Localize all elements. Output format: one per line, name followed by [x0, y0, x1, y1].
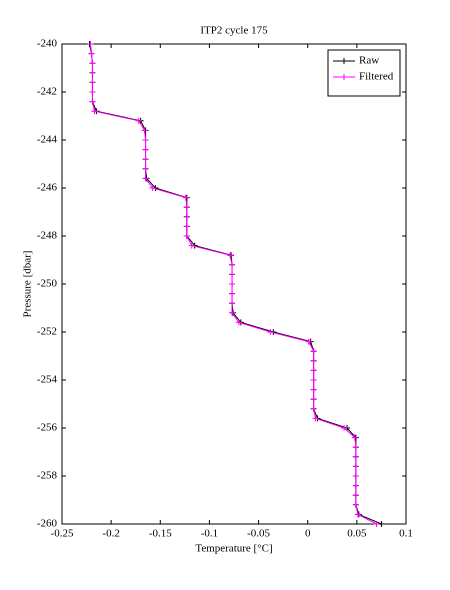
marker [182, 194, 189, 201]
legend-box [327, 49, 401, 97]
marker [352, 444, 359, 451]
marker [310, 405, 317, 412]
marker [229, 281, 236, 287]
marker [142, 175, 149, 182]
marker [354, 511, 361, 518]
marker [305, 338, 312, 345]
marker [229, 271, 236, 278]
marker [89, 89, 96, 95]
legend-label: Raw [359, 55, 379, 67]
chart-title: ITP2 cycle 175 [200, 25, 268, 37]
marker [88, 50, 95, 57]
marker [310, 386, 317, 393]
marker [227, 252, 234, 259]
marker [89, 79, 96, 86]
x-tick-label: 0.1 [399, 528, 413, 540]
marker [235, 319, 242, 326]
x-tick-label: -0.2 [102, 528, 119, 540]
marker [183, 223, 190, 230]
marker [183, 233, 190, 239]
marker [352, 453, 359, 460]
y-tick-label: -252 [37, 326, 57, 338]
x-tick-label: 0.05 [347, 528, 367, 540]
x-tick-label: 0 [305, 528, 311, 540]
y-tick-label: -258 [37, 470, 58, 482]
marker [352, 463, 359, 470]
marker [351, 434, 358, 441]
marker [183, 213, 190, 220]
x-tick-label: -0.25 [51, 528, 74, 540]
y-tick-label: -260 [37, 518, 58, 530]
y-tick-label: -244 [37, 134, 58, 146]
marker [87, 41, 94, 47]
marker [352, 482, 359, 489]
marker [310, 377, 317, 383]
marker [229, 290, 236, 297]
marker [142, 156, 149, 163]
marker [267, 329, 274, 335]
marker [183, 204, 190, 211]
marker [89, 60, 96, 67]
marker [310, 367, 317, 374]
marker [229, 309, 236, 316]
y-tick-label: -246 [37, 182, 58, 194]
legend-marker [341, 74, 347, 80]
marker [89, 98, 96, 105]
marker [310, 396, 317, 403]
x-tick-label: -0.05 [247, 528, 270, 540]
y-tick-label: -250 [37, 278, 58, 290]
y-tick-label: -254 [37, 374, 58, 386]
y-tick-label: -240 [37, 38, 58, 50]
x-axis-label: Temperature [°C] [195, 543, 272, 555]
marker [312, 415, 319, 422]
series-line [89, 43, 382, 525]
marker [229, 300, 236, 307]
marker [91, 108, 98, 115]
marker [135, 117, 142, 124]
legend-label: Filtered [359, 71, 394, 83]
y-tick-label: -256 [37, 422, 58, 434]
marker [229, 261, 236, 268]
marker [89, 69, 96, 76]
marker [149, 185, 156, 191]
marker [352, 492, 359, 499]
marker [142, 165, 149, 172]
marker [352, 473, 359, 479]
x-tick-label: -0.15 [149, 528, 172, 540]
marker [188, 242, 195, 249]
marker [352, 501, 359, 508]
y-tick-label: -242 [37, 86, 57, 98]
x-tick-label: -0.1 [201, 528, 218, 540]
marker [141, 127, 148, 134]
marker [341, 425, 348, 431]
marker [310, 348, 317, 355]
marker [310, 357, 317, 364]
marker [142, 146, 149, 153]
y-axis-label: Pressure [dbar] [22, 251, 34, 318]
legend-marker [341, 58, 347, 64]
y-tick-label: -248 [37, 230, 58, 242]
marker [373, 521, 380, 527]
marker [142, 137, 149, 143]
